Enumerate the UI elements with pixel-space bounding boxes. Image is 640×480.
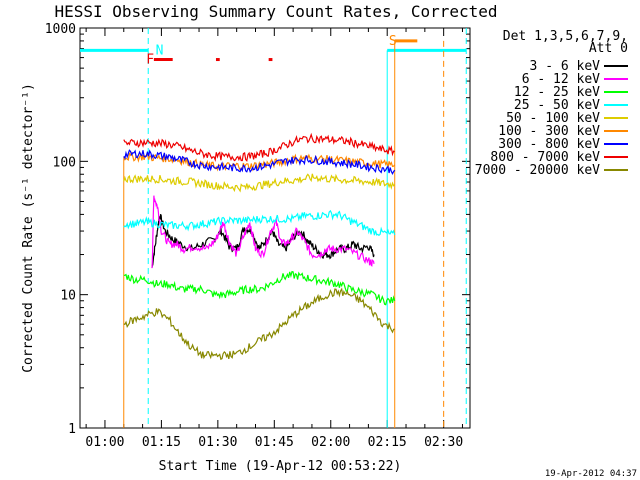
y-tick-label: 100: [53, 155, 76, 170]
x-tick-label: 01:15: [142, 435, 181, 450]
plot-frame: [79, 27, 471, 429]
series-line-3-6-kev: [151, 213, 375, 268]
legend-label: 6 - 12 keV: [522, 72, 600, 87]
series-line-25-50-kev: [123, 209, 396, 237]
legend-label: 100 - 300 keV: [498, 124, 600, 139]
legend-label: 7000 - 20000 keV: [475, 163, 600, 178]
legend-label: 50 - 100 keV: [506, 111, 600, 126]
series-group: [123, 132, 396, 361]
series-line-7000-20000-kev: [123, 287, 395, 361]
y-tick-label: 1000: [45, 22, 76, 37]
series-line-50-100-kev: [123, 173, 396, 193]
annotation-label: N: [156, 43, 164, 58]
annotation-label: F: [146, 53, 154, 68]
legend-header-line2: Att 0: [589, 41, 628, 56]
y-axis-label: Corrected Count Rate (s⁻¹ detector⁻¹): [21, 83, 36, 373]
x-tick-label: 02:15: [368, 435, 407, 450]
chart-title: HESSI Observing Summary Count Rates, Cor…: [54, 2, 497, 21]
y-tick-label: 10: [60, 289, 76, 304]
legend-label: 12 - 25 keV: [514, 85, 600, 100]
legend-label: 3 - 6 keV: [530, 59, 601, 74]
x-tick-label: 01:45: [255, 435, 294, 450]
legend-header-line1: Det 1,3,5,6,7,9,: [503, 29, 628, 44]
legend: Det 1,3,5,6,7,9, Att 0: [503, 29, 628, 56]
legend-label: 300 - 800 keV: [498, 137, 600, 152]
x-tick-label: 01:00: [85, 435, 124, 450]
x-tick-label: 02:30: [424, 435, 463, 450]
series-line-6-12-kev: [151, 195, 375, 269]
y-tick-label: 1: [68, 422, 76, 437]
footer-date: 19-Apr-2012 04:37: [545, 469, 637, 479]
axis-ticks: 01:00 01:15 01:30 01:45 02:00 02:15 02:30 1 10 10…: [45, 22, 470, 450]
series-line-300-800-kev: [123, 149, 396, 175]
series-line-800-7000-kev: [123, 132, 395, 162]
annotation-label: S: [389, 34, 397, 49]
legend-label: 25 - 50 keV: [514, 98, 600, 113]
series-line-12-25-kev: [123, 270, 396, 306]
series-line-100-300-kev: [123, 151, 396, 172]
x-axis-label: Start Time (19-Apr-12 00:53:22): [159, 459, 402, 474]
annotations: FN S: [146, 34, 397, 68]
axes: [79, 27, 471, 429]
legend-label: 800 - 7000 keV: [490, 150, 600, 165]
x-tick-label: 01:30: [198, 435, 237, 450]
overlay-marks: [80, 28, 467, 428]
x-tick-label: 02:00: [311, 435, 350, 450]
